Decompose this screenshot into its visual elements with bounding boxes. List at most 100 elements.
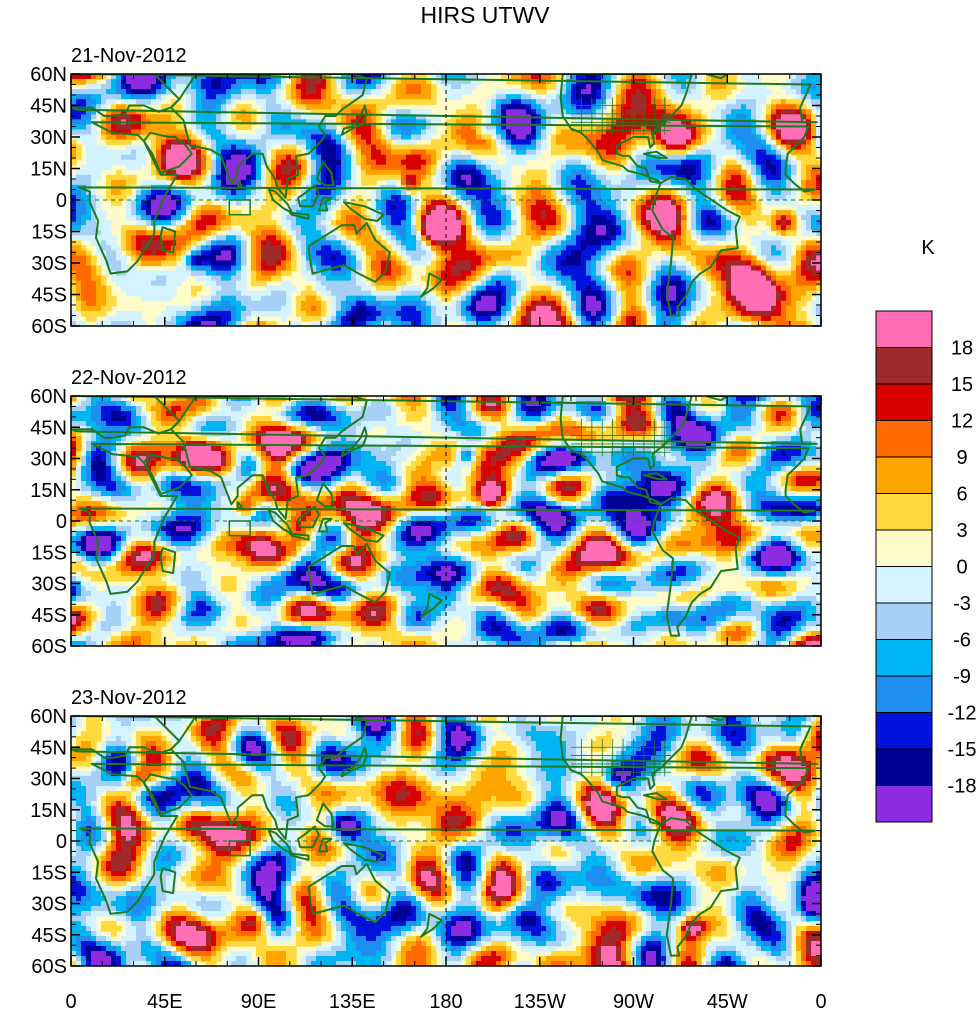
contour-cell <box>396 109 412 115</box>
contour-cell <box>361 456 377 462</box>
contour-cell <box>211 275 222 282</box>
contour-cell <box>806 144 812 151</box>
contour-cell <box>121 396 127 402</box>
contour-cell <box>721 275 727 282</box>
contour-cell <box>96 200 102 206</box>
contour-cell <box>681 436 712 442</box>
contour-cell <box>351 139 357 146</box>
contour-cell <box>516 406 522 412</box>
contour-cell <box>251 240 257 246</box>
contour-cell <box>71 320 77 326</box>
contour-cell <box>81 290 97 297</box>
contour-cell <box>421 245 427 251</box>
contour-cell <box>306 179 312 186</box>
contour-cell <box>271 89 277 95</box>
contour-cell <box>516 235 532 241</box>
contour-cell <box>711 280 717 287</box>
contour-cell <box>296 230 302 236</box>
contour-cell <box>561 305 567 312</box>
contour-cell <box>396 441 412 447</box>
contour-cell <box>141 200 147 206</box>
contour-cell <box>461 320 467 326</box>
contour-cell <box>461 215 467 221</box>
contour-cell <box>361 164 372 171</box>
contour-cell <box>106 240 117 246</box>
contour-cell <box>631 74 647 80</box>
contour-cell <box>806 426 821 432</box>
contour-cell <box>301 99 322 105</box>
contour-cell <box>86 441 92 447</box>
contour-cell <box>521 451 527 457</box>
contour-cell <box>256 441 262 447</box>
contour-cell <box>606 250 612 257</box>
contour-cell <box>511 406 517 412</box>
contour-cell <box>796 401 802 407</box>
contour-cell <box>611 265 617 272</box>
contour-cell <box>451 124 462 131</box>
contour-cell <box>516 134 527 141</box>
contour-cell <box>621 396 642 402</box>
contour-cell <box>276 411 282 417</box>
contour-cell <box>176 74 192 80</box>
contour-cell <box>721 179 727 186</box>
contour-cell <box>186 446 212 452</box>
contour-cell <box>406 230 412 236</box>
contour-cell <box>106 290 112 297</box>
contour-cell <box>776 134 782 141</box>
contour-cell <box>201 99 222 105</box>
contour-cell <box>451 416 462 422</box>
contour-cell <box>736 300 742 307</box>
contour-cell <box>296 411 307 417</box>
contour-cell <box>571 189 577 196</box>
contour-cell <box>171 476 182 482</box>
contour-cell <box>786 179 792 186</box>
contour-cell <box>781 240 792 246</box>
contour-cell <box>156 144 162 151</box>
contour-cell <box>481 411 502 417</box>
contour-cell <box>476 225 482 231</box>
contour-cell <box>686 396 692 402</box>
contour-cell <box>546 124 552 131</box>
contour-cell <box>266 320 277 326</box>
contour-cell <box>626 305 632 312</box>
contour-cell <box>631 129 652 136</box>
contour-cell <box>251 210 272 216</box>
contour-cell <box>386 94 397 100</box>
contour-cell <box>221 104 227 110</box>
contour-cell <box>156 315 172 322</box>
contour-cell <box>151 471 157 477</box>
contour-cell <box>296 159 302 166</box>
contour-cell <box>86 109 92 115</box>
contour-cell <box>646 205 652 211</box>
contour-cell <box>81 225 97 231</box>
contour-cell <box>611 235 617 241</box>
contour-cell <box>571 310 577 317</box>
contour-cell <box>581 174 592 181</box>
contour-cell <box>791 215 797 221</box>
contour-cell <box>756 169 762 176</box>
contour-cell <box>156 89 162 95</box>
contour-cell <box>501 104 507 110</box>
contour-cell <box>716 280 722 287</box>
contour-cell <box>106 79 112 85</box>
contour-cell <box>301 416 312 422</box>
contour-cell <box>256 164 262 171</box>
contour-cell <box>816 305 821 312</box>
contour-cell <box>526 169 547 176</box>
contour-cell <box>376 280 397 287</box>
contour-cell <box>446 280 457 287</box>
contour-cell <box>496 134 502 141</box>
contour-cell <box>781 99 787 105</box>
contour-cell <box>416 74 427 80</box>
contour-cell <box>161 260 177 267</box>
contour-cell <box>791 149 812 156</box>
contour-cell <box>696 290 702 297</box>
contour-cell <box>371 154 387 161</box>
contour-cell <box>281 210 292 216</box>
contour-cell <box>531 139 537 146</box>
contour-cell <box>341 461 347 467</box>
contour-cell <box>626 466 662 472</box>
contour-cell <box>696 124 702 131</box>
contour-cell <box>371 205 377 211</box>
contour-cell <box>136 215 142 221</box>
